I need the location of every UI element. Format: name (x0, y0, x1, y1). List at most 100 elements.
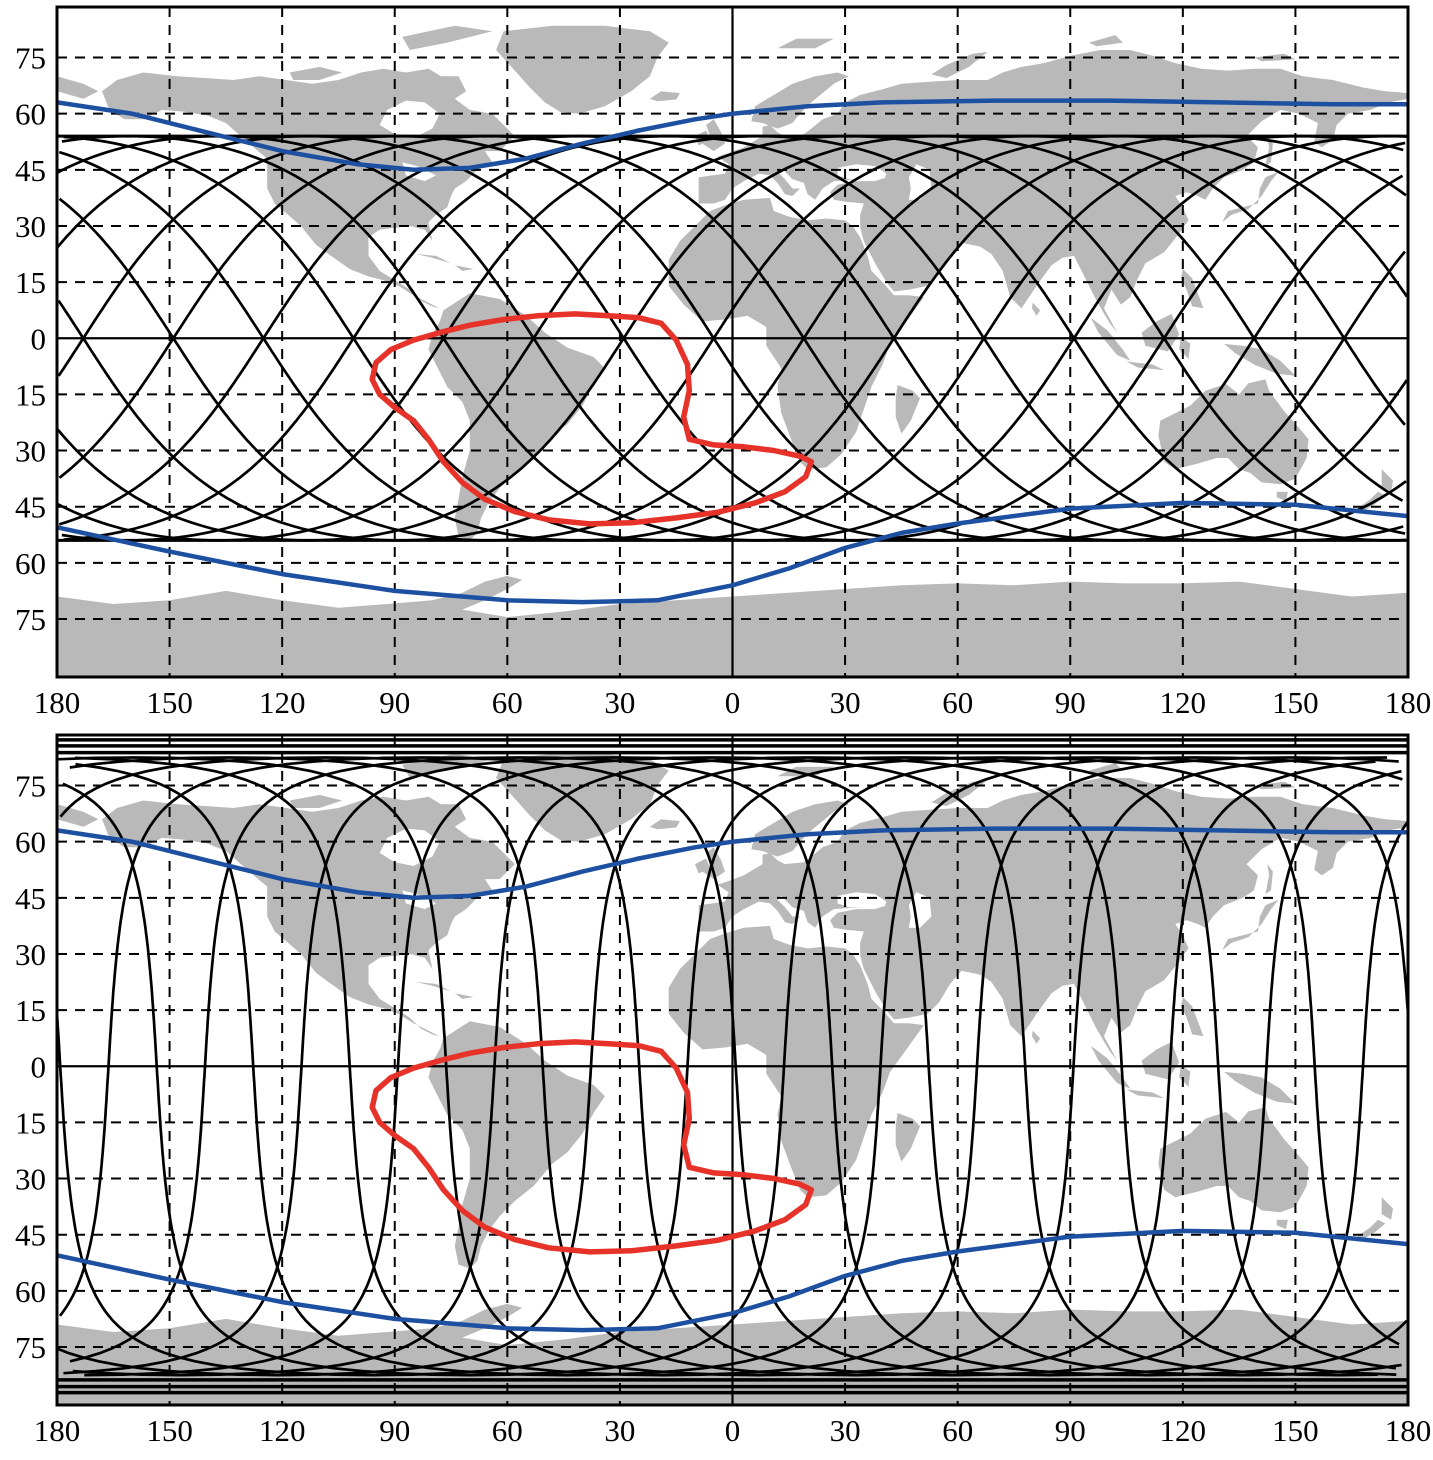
ground-track (59, 756, 1402, 1377)
landmass-java (1126, 1089, 1165, 1099)
landmass-ireland (695, 858, 710, 874)
landmass-sri-lanka (1032, 1030, 1041, 1044)
x-axis-labels: 180 150 120 90 60 30 0 30 60 90 120 150 180 (34, 1413, 1432, 1448)
x-tick-label: 90 (379, 685, 410, 720)
ground-track (62, 756, 1408, 1377)
ground-track (63, 134, 1404, 542)
landmass-eurasia (698, 50, 1408, 333)
ground-track (57, 134, 1406, 542)
landmass-victoria-island (289, 794, 343, 808)
x-tick-label: 180 (1385, 685, 1432, 720)
landmass-new-zealand-north (1381, 469, 1393, 492)
x-tick-label: 90 (379, 1413, 410, 1448)
x-tick-label: 0 (725, 685, 741, 720)
ground-track (72, 756, 1397, 1377)
ground-track (57, 756, 1397, 1377)
lake-hudson-bay (379, 100, 440, 138)
landmass-japan (1222, 899, 1279, 951)
x-tick-label: 120 (1160, 1413, 1207, 1448)
y-tick-label: 15 (15, 1105, 46, 1140)
x-tick-label: 30 (830, 1413, 861, 1448)
x-tick-label: 60 (942, 685, 973, 720)
ground-track (84, 756, 1378, 1377)
y-tick-label: 30 (15, 434, 46, 469)
y-tick-label: 75 (15, 1330, 46, 1365)
y-tick-label: 30 (15, 937, 46, 972)
landmass-australia (1158, 1107, 1309, 1213)
landmass-philippines (1181, 997, 1204, 1037)
saa-contour (369, 1039, 815, 1255)
ground-track (58, 134, 1408, 542)
y-tick-label: 45 (15, 490, 46, 525)
landmass-madagascar (895, 385, 921, 434)
lake-black-sea (837, 892, 887, 908)
boundary-layer (57, 98, 1408, 605)
ground-track (57, 1014, 689, 1377)
landmass-hispaniola (454, 265, 474, 271)
y-tick-label: 45 (15, 1218, 46, 1253)
boundary-curve-south (57, 1228, 1408, 1333)
landmass-svalbard (777, 766, 834, 777)
x-tick-label: 60 (492, 685, 523, 720)
x-tick-label: 60 (942, 1413, 973, 1448)
y-tick-label: 60 (15, 1274, 46, 1309)
landmass-eurasia (698, 778, 1408, 1061)
x-tick-label: 60 (492, 1413, 523, 1448)
landmass-new-zealand-south (1357, 1219, 1386, 1241)
landmass-sri-lanka (1032, 302, 1041, 316)
landmass-sulawesi (1179, 1064, 1191, 1087)
x-tick-label: 0 (725, 1413, 741, 1448)
lake-caspian-sea (908, 892, 932, 928)
landmass-australia (1158, 379, 1309, 485)
landmass-iceland (649, 91, 680, 102)
y-tick-label: 0 (31, 1049, 47, 1084)
y-tick-label: 15 (15, 377, 46, 412)
ground-track (58, 134, 1408, 542)
ground-track (57, 299, 715, 542)
landmass-victoria-island (289, 66, 343, 80)
landmass-new-guinea (1224, 1071, 1296, 1104)
y-tick-label: 30 (15, 209, 46, 244)
x-tick-label: 150 (1272, 1413, 1319, 1448)
ground-track (686, 756, 1400, 1346)
ground-track (58, 756, 1408, 1377)
plot-border (55, 733, 1410, 1407)
ground-track (58, 134, 1407, 542)
landmass-ellesmere (402, 25, 493, 50)
y-tick-label: 75 (15, 769, 46, 804)
landmass-new-siberian-islands (1254, 781, 1296, 790)
ground-track-layer (57, 738, 1408, 1395)
boundary-layer (57, 826, 1408, 1333)
landmass-svalbard (777, 38, 834, 49)
landmass-greenland (496, 25, 669, 114)
y-tick-label: 30 (15, 1162, 46, 1197)
landmass-tasmania (1276, 491, 1288, 502)
lake-caspian-sea (908, 164, 932, 200)
landmass-cuba (415, 254, 451, 264)
landmass-sulawesi (1179, 336, 1191, 359)
landmass-sakhalin (1265, 864, 1273, 895)
ground-track (63, 134, 1404, 542)
ground-track (75, 756, 1403, 1377)
landmass-hispaniola (454, 993, 474, 999)
x-tick-label: 120 (259, 1413, 306, 1448)
y-axis-labels: 75 60 45 30 15 0 15 30 45 60 75 (15, 769, 46, 1366)
ground-track (63, 756, 1402, 1377)
landmass-new-guinea (1224, 343, 1296, 376)
x-tick-label: 180 (34, 685, 81, 720)
landmass-new-zealand-north (1381, 1197, 1393, 1220)
landmass-tasmania (1276, 1219, 1288, 1230)
landmass-ellesmere (402, 753, 493, 778)
landmass-sakhalin (1265, 136, 1273, 167)
x-tick-label: 150 (146, 1413, 193, 1448)
landmass-madagascar (895, 1113, 921, 1162)
x-tick-label: 30 (604, 1413, 635, 1448)
landmass-japan (1222, 171, 1279, 223)
ground-track (57, 134, 1406, 542)
map-panel-bottom: 180 150 120 90 60 30 0 30 60 90 120 150 180756045301… (15, 733, 1432, 1448)
ground-track (75, 756, 1399, 1377)
x-tick-label: 150 (1272, 685, 1319, 720)
y-tick-label: 45 (15, 881, 46, 916)
ground-track (69, 756, 1408, 1377)
x-tick-label: 180 (1385, 1413, 1432, 1448)
